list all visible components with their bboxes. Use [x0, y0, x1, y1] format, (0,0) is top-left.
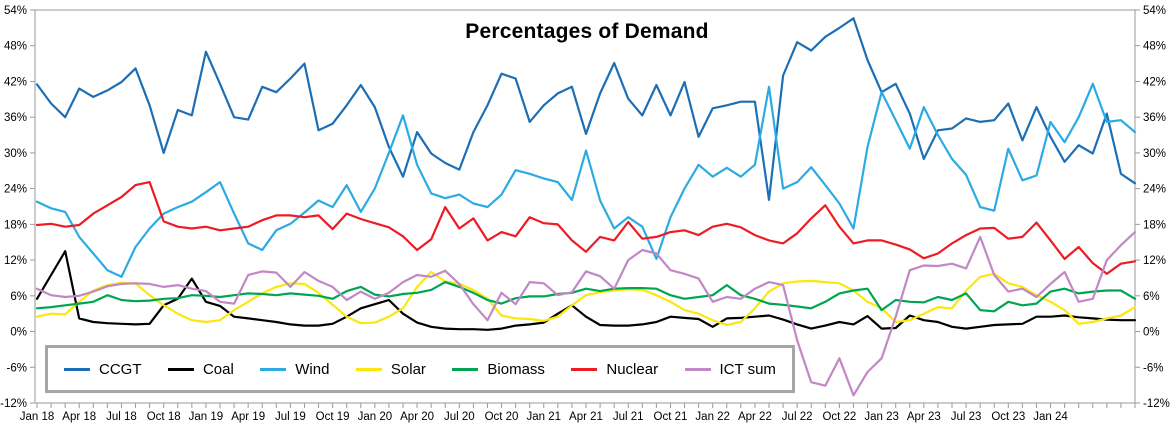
- x-axis-label: Jul 18: [106, 411, 137, 423]
- y-axis-label-right: 12%: [1143, 255, 1166, 267]
- x-axis-label: Apr 23: [907, 411, 941, 423]
- y-axis-label-left: -6%: [7, 362, 27, 374]
- legend-label-ict-sum: ICT sum: [719, 360, 776, 378]
- y-axis-label-right: 42%: [1143, 76, 1166, 88]
- legend-item-wind: Wind: [260, 361, 329, 378]
- y-axis-label-left: 6%: [10, 291, 27, 303]
- legend-label-ccgt: CCGT: [99, 360, 142, 378]
- legend-label-solar: Solar: [390, 360, 426, 378]
- x-axis-label: Jan 20: [358, 411, 393, 423]
- x-axis-label: Jul 23: [951, 411, 982, 423]
- legend-swatch-wind: [260, 367, 287, 371]
- y-axis-label-right: 24%: [1143, 184, 1166, 196]
- y-axis-label-left: 54%: [4, 5, 27, 17]
- y-axis-label-left: 12%: [4, 255, 27, 267]
- legend-label-coal: Coal: [202, 360, 234, 378]
- legend-item-nuclear: Nuclear: [571, 361, 658, 378]
- y-axis-label-left: 0%: [10, 327, 27, 339]
- y-axis-label-right: 54%: [1143, 5, 1166, 17]
- y-axis-label-left: 24%: [4, 184, 27, 196]
- legend-item-biomass: Biomass: [452, 361, 545, 378]
- y-axis-label-right: 0%: [1143, 327, 1160, 339]
- legend-item-ccgt: CCGT: [64, 361, 142, 378]
- x-axis-label: Oct 23: [991, 411, 1025, 423]
- y-axis-label-left: -12%: [0, 398, 27, 410]
- x-axis-label: Jul 20: [444, 411, 475, 423]
- legend-item-solar: Solar: [355, 360, 426, 378]
- legend-swatch-ccgt: [64, 367, 90, 371]
- y-axis-label-left: 48%: [4, 41, 27, 53]
- series-line-wind: [35, 82, 1137, 278]
- x-axis-label: Jul 19: [275, 411, 306, 423]
- x-axis-label: Apr 20: [400, 411, 434, 423]
- legend-label-wind: Wind: [295, 360, 330, 378]
- x-axis-label: Apr 22: [738, 411, 772, 423]
- y-axis-label-right: 36%: [1143, 112, 1166, 124]
- x-axis-label: Jan 23: [864, 411, 899, 423]
- y-axis-label-right: -12%: [1143, 398, 1170, 410]
- series-line-biomass: [35, 281, 1137, 313]
- series-line-ccgt: [35, 17, 1137, 201]
- x-axis-label: Jan 24: [1033, 411, 1068, 423]
- chart-title: Percentages of Demand: [465, 20, 709, 43]
- legend-swatch-ict-sum: [684, 367, 711, 371]
- y-axis-label-left: 42%: [4, 76, 27, 88]
- x-axis-label: Oct 18: [147, 411, 181, 423]
- x-axis-label: Jan 19: [189, 411, 224, 423]
- y-axis-label-left: 36%: [4, 112, 27, 124]
- x-axis-label: Apr 18: [62, 411, 96, 423]
- x-axis-label: Jul 21: [613, 411, 644, 423]
- x-axis-label: Oct 21: [654, 411, 688, 423]
- legend-swatch-nuclear: [571, 367, 598, 371]
- x-axis-label: Jul 22: [782, 411, 813, 423]
- series-line-ict-sum: [35, 231, 1137, 397]
- y-axis-label-right: 30%: [1143, 148, 1166, 160]
- x-axis-label: Oct 20: [485, 411, 519, 423]
- plot-frame: [34, 9, 1136, 404]
- legend-label-biomass: Biomass: [487, 360, 545, 378]
- x-axis-label: Oct 19: [316, 411, 350, 423]
- y-axis-label-right: 18%: [1143, 219, 1166, 231]
- x-axis-label: Jan 22: [695, 411, 730, 423]
- legend-label-nuclear: Nuclear: [606, 360, 659, 378]
- y-axis-label-right: 48%: [1143, 41, 1166, 53]
- series-line-solar: [35, 270, 1137, 327]
- legend-item-ict-sum: ICT sum: [684, 360, 776, 378]
- y-axis-label-left: 30%: [4, 148, 27, 160]
- x-axis-label: Jan 18: [20, 411, 55, 423]
- legend-swatch-coal: [167, 367, 194, 371]
- x-axis-label: Oct 22: [822, 411, 856, 423]
- x-axis-label: Apr 21: [569, 411, 603, 423]
- y-axis-label-right: -6%: [1143, 362, 1163, 374]
- legend-swatch-biomass: [452, 367, 479, 371]
- chart-legend: CCGT Coal Wind Solar Biomass Nuclear ICT sum: [45, 345, 795, 393]
- legend-item-coal: Coal: [167, 360, 234, 378]
- x-axis-label: Apr 19: [231, 411, 265, 423]
- legend-swatch-solar: [355, 367, 382, 371]
- x-axis-label: Jan 21: [527, 411, 562, 423]
- y-axis-label-right: 6%: [1143, 291, 1160, 303]
- series-line-nuclear: [35, 181, 1137, 275]
- y-axis-label-left: 18%: [4, 219, 27, 231]
- series-line-coal: [35, 250, 1137, 331]
